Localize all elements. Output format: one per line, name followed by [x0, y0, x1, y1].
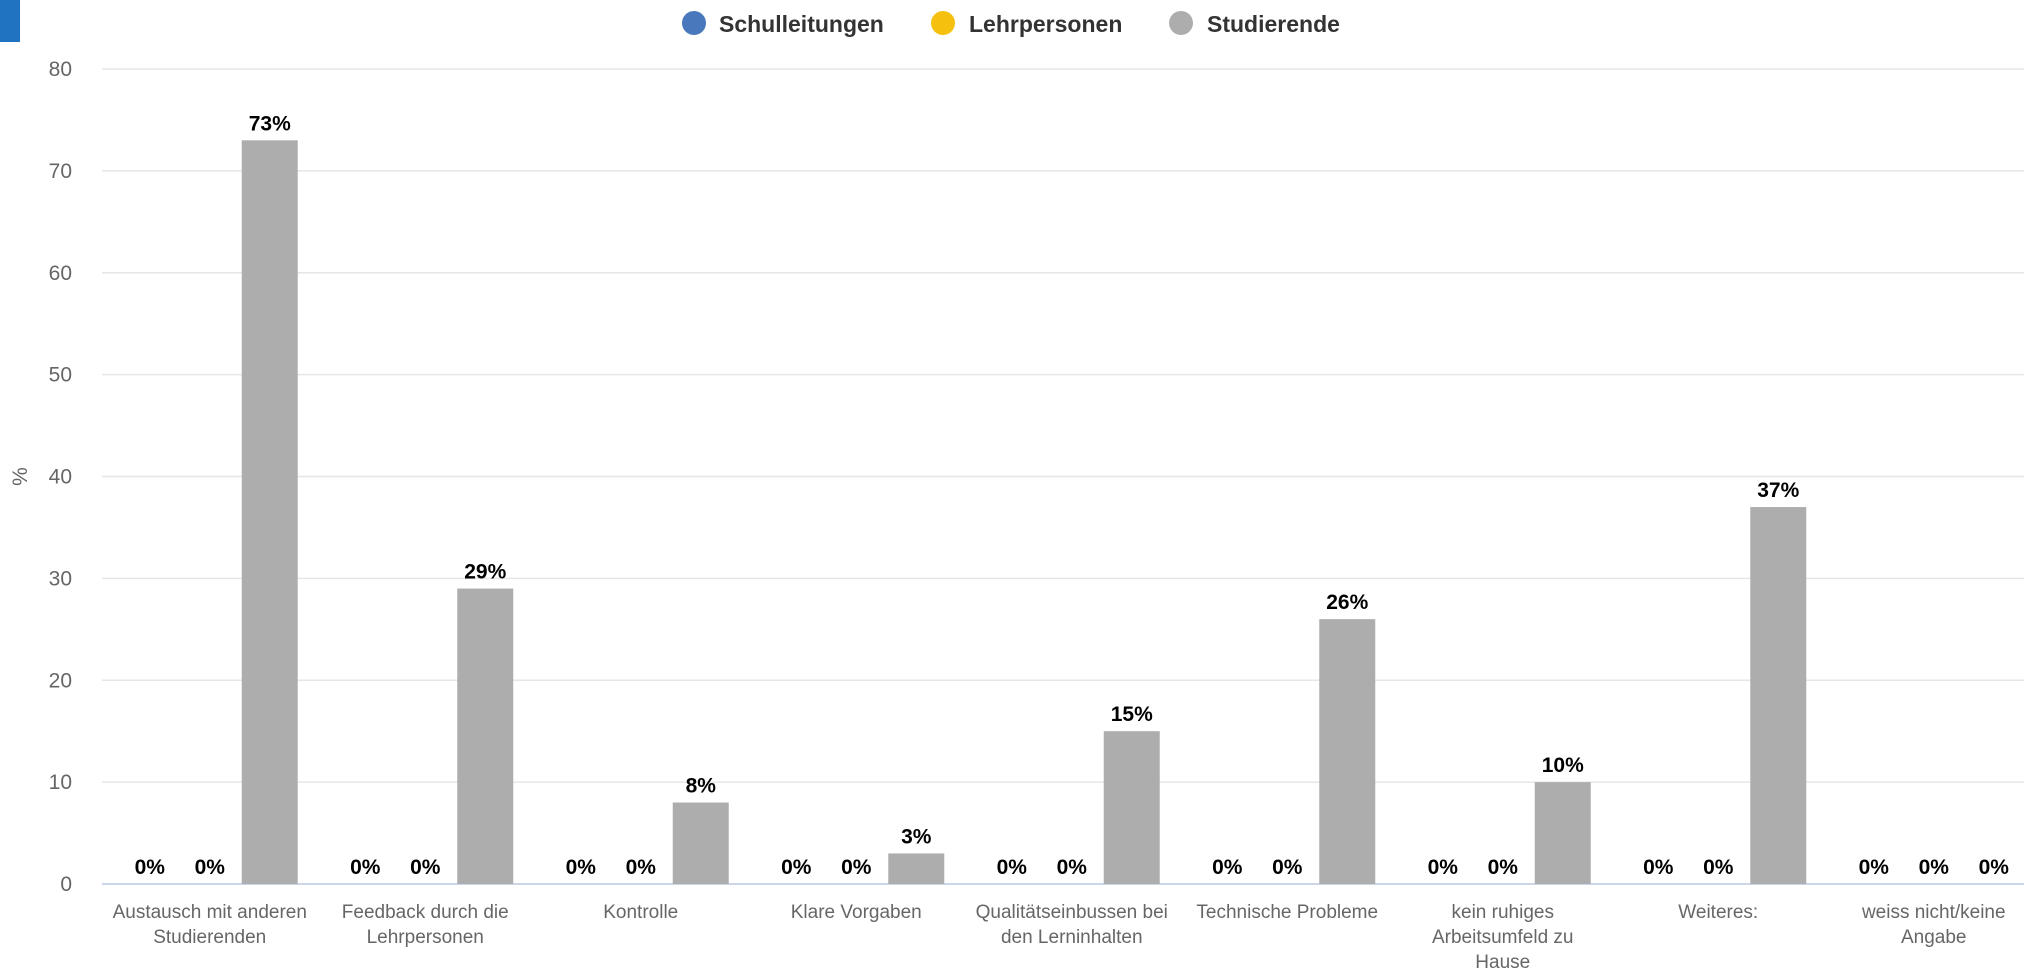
legend-marker	[931, 11, 955, 35]
data-label: 0%	[1428, 856, 1459, 879]
legend-item[interactable]: Schulleitungen	[682, 11, 884, 37]
data-label: 29%	[464, 561, 506, 584]
data-label: 0%	[1057, 856, 1088, 879]
x-category-label: Weiteres:	[1678, 902, 1758, 923]
x-category-label: kein ruhiges Arbeitsumfeld zu Hause	[1432, 902, 1574, 971]
y-tick-label: 80	[49, 58, 72, 81]
y-tick-label: 10	[49, 771, 72, 794]
y-axis-title: %	[9, 467, 32, 486]
bars	[241, 140, 1807, 884]
data-label: 37%	[1757, 479, 1799, 502]
x-axis: Austausch mit anderen Studierenden Feedbac…	[113, 902, 2006, 971]
bar	[672, 802, 729, 884]
bar	[457, 588, 514, 884]
x-category-label: Feedback durch die Lehrpersonen	[342, 902, 509, 948]
legend-label: Lehrpersonen	[969, 11, 1122, 37]
x-category-label: Austausch mit anderen Studierenden	[113, 902, 307, 948]
legend-item[interactable]: Lehrpersonen	[931, 11, 1122, 37]
bar	[1103, 731, 1160, 884]
corner-mark	[0, 0, 20, 42]
legend-label: Studierende	[1207, 11, 1340, 37]
legend-marker	[682, 11, 706, 35]
y-tick-label: 60	[49, 262, 72, 285]
y-tick-label: 20	[49, 669, 72, 692]
legend-item[interactable]: Studierende	[1169, 11, 1340, 37]
data-label: 0%	[195, 856, 226, 879]
x-category-label: weiss nicht/keine Angabe	[1861, 902, 2006, 948]
data-label: 0%	[626, 856, 657, 879]
x-category-label: Technische Probleme	[1196, 902, 1378, 923]
data-label: 3%	[901, 825, 932, 848]
data-label: 0%	[1979, 856, 2010, 879]
y-tick-label: 50	[49, 364, 72, 387]
data-labels: 0% 0% 73% 0% 0% 29% 0% 0% 8% 0% 0% 3% 0% 0% 15% 0% 0% 26%…	[135, 112, 2010, 879]
y-axis: % 0 10 20 30 40 50 60 70 80	[9, 58, 72, 896]
x-category-label: Klare Vorgaben	[791, 902, 922, 923]
data-label: 0%	[1272, 856, 1303, 879]
data-label: 0%	[410, 856, 441, 879]
data-label: 73%	[249, 112, 291, 135]
legend: Schulleitungen Lehrpersonen Studierende	[682, 11, 1340, 37]
gridlines	[102, 68, 2024, 885]
bar	[1534, 782, 1591, 884]
bar	[1319, 619, 1376, 884]
data-label: 0%	[781, 856, 812, 879]
x-category-label: Qualitätseinbussen bei den Lerninhalten	[976, 902, 1168, 948]
data-label: 0%	[997, 856, 1028, 879]
data-label: 0%	[350, 856, 381, 879]
data-label: 0%	[135, 856, 166, 879]
data-label: 0%	[1859, 856, 1890, 879]
legend-label: Schulleitungen	[719, 11, 884, 37]
data-label: 0%	[841, 856, 872, 879]
data-label: 0%	[1919, 856, 1950, 879]
y-tick-label: 70	[49, 160, 72, 183]
y-tick-label: 0	[60, 873, 72, 896]
data-label: 15%	[1111, 703, 1153, 726]
data-label: 0%	[1703, 856, 1734, 879]
bar	[241, 140, 298, 884]
x-category-label: Kontrolle	[603, 902, 678, 923]
data-label: 0%	[1643, 856, 1674, 879]
bar	[888, 853, 945, 884]
data-label: 26%	[1326, 591, 1368, 614]
y-tick-label: 30	[49, 567, 72, 590]
data-label: 0%	[1488, 856, 1519, 879]
data-label: 0%	[566, 856, 597, 879]
legend-marker	[1169, 11, 1193, 35]
bar	[1750, 507, 1807, 884]
data-label: 10%	[1542, 754, 1584, 777]
data-label: 8%	[686, 775, 717, 798]
y-tick-label: 40	[49, 466, 72, 489]
data-label: 0%	[1212, 856, 1243, 879]
